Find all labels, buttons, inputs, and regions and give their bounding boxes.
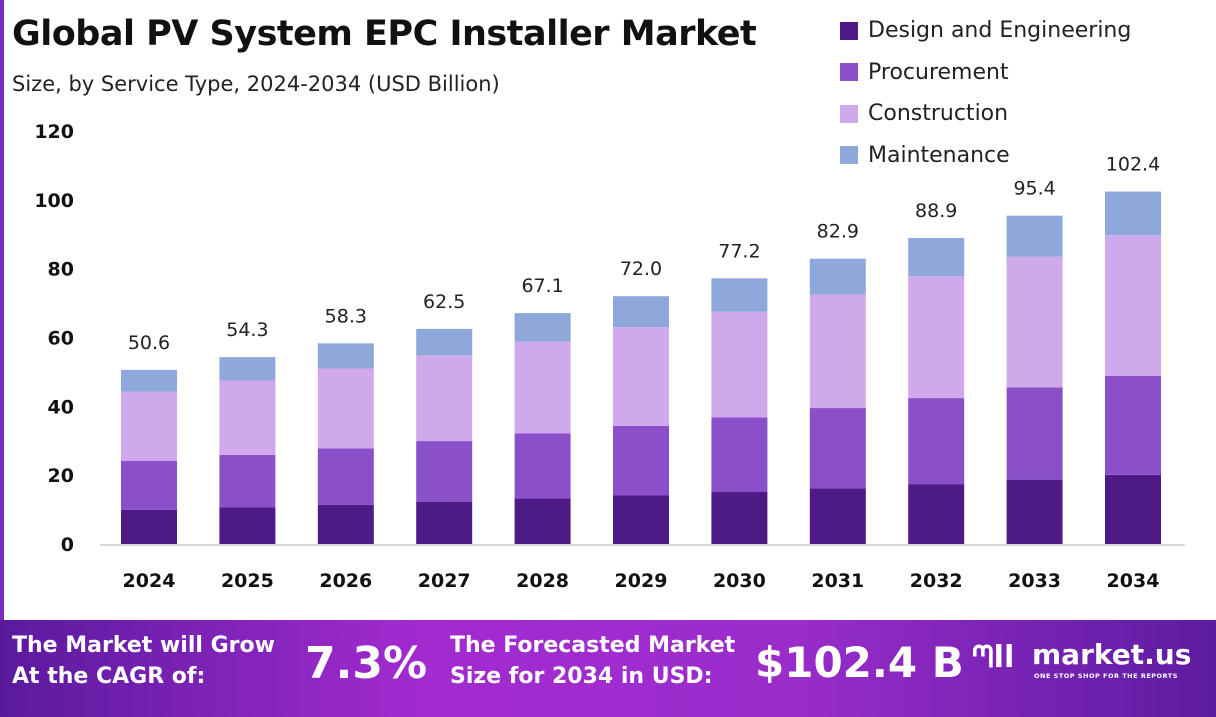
y-tick-label: 120 — [34, 121, 74, 143]
bar-segment-construction — [613, 327, 669, 426]
bar-segment-procurement — [1006, 387, 1063, 480]
x-tick-label: 2034 — [1107, 570, 1160, 592]
bar-segment-construction — [514, 341, 571, 434]
bar-total-label: 77.2 — [718, 240, 760, 262]
legend-label: Maintenance — [868, 142, 1010, 168]
bar-total-label: 58.3 — [325, 305, 367, 327]
legend-label: Construction — [868, 101, 1009, 127]
bar-total-label: 82.9 — [817, 221, 859, 243]
y-tick-label: 100 — [34, 190, 74, 212]
y-tick-label: 40 — [48, 396, 74, 418]
bar-segment-maintenance — [121, 369, 177, 392]
x-tick-label: 2024 — [123, 570, 176, 592]
bar-segment-maintenance — [1006, 215, 1063, 257]
legend-label: Procurement — [868, 59, 1009, 85]
legend-item-maintenance: Maintenance — [840, 135, 1131, 177]
bar-segment-construction — [908, 276, 965, 399]
bar-segment-construction — [1105, 235, 1161, 376]
bar-segment-design-and-engineering — [121, 509, 177, 544]
bar-segment-procurement — [613, 425, 669, 496]
bar-segment-maintenance — [1105, 191, 1161, 236]
bar-segment-procurement — [711, 417, 768, 493]
legend-label: Design and Engineering — [868, 18, 1132, 44]
brand-name: market.us — [1032, 638, 1192, 671]
forecast-label-line1: The Forecasted Market — [450, 633, 736, 658]
bar-segment-construction — [1006, 256, 1063, 388]
x-tick-label: 2032 — [910, 570, 963, 592]
bar-segment-procurement — [514, 433, 571, 499]
bar-segment-procurement — [121, 460, 177, 510]
x-tick-label: 2025 — [221, 570, 274, 592]
bar-segment-construction — [121, 391, 177, 461]
y-tick-label: 60 — [48, 328, 74, 350]
y-tick-label: 0 — [61, 534, 74, 556]
forecast-label-line2: Size for 2034 in USD: — [450, 664, 713, 689]
bar-segment-construction — [317, 368, 374, 449]
bar-segment-procurement — [416, 441, 473, 502]
bar-segment-construction — [711, 311, 768, 418]
bar-segment-design-and-engineering — [711, 492, 768, 544]
bar-segment-maintenance — [317, 343, 374, 369]
bar-segment-construction — [416, 355, 473, 442]
bar-segment-design-and-engineering — [514, 498, 571, 544]
bar-total-label: 50.6 — [128, 332, 170, 354]
x-tick-label: 2028 — [516, 570, 569, 592]
y-tick-label: 20 — [48, 465, 74, 487]
legend-item-procurement: Procurement — [840, 52, 1131, 94]
bar-total-label: 95.4 — [1013, 178, 1055, 200]
bar-segment-maintenance — [711, 278, 768, 312]
bar-segment-maintenance — [908, 238, 965, 277]
forecast-value: $102.4 B — [755, 638, 964, 687]
bar-segment-maintenance — [613, 296, 669, 328]
bar-segment-procurement — [809, 408, 866, 489]
legend: Design and Engineering Procurement Const… — [840, 10, 1131, 176]
bar-total-label: 67.1 — [521, 275, 563, 297]
forecast-label: The Forecasted Market Size for 2034 in U… — [450, 630, 735, 692]
x-tick-label: 2026 — [319, 570, 372, 592]
bar-segment-design-and-engineering — [613, 495, 669, 544]
bar-segment-design-and-engineering — [809, 488, 866, 544]
x-tick-label: 2030 — [713, 570, 766, 592]
brand-tagline: ONE STOP SHOP FOR THE REPORTS — [1034, 672, 1178, 680]
bar-total-label: 54.3 — [226, 319, 268, 341]
cagr-label-line2: At the CAGR of: — [12, 664, 206, 689]
cagr-value: 7.3% — [305, 638, 428, 689]
bar-segment-procurement — [317, 448, 374, 505]
footer-banner: The Market will Grow At the CAGR of: 7.3… — [0, 620, 1216, 717]
bar-total-label: 102.4 — [1106, 154, 1160, 176]
chart-title: Global PV System EPC Installer Market — [12, 14, 757, 54]
chart-subtitle: Size, by Service Type, 2024-2034 (USD Bi… — [12, 72, 500, 96]
cagr-label: The Market will Grow At the CAGR of: — [12, 630, 275, 692]
left-accent-border — [0, 0, 4, 620]
bar-segment-maintenance — [416, 328, 473, 356]
bar-segment-design-and-engineering — [416, 501, 473, 544]
bar-segment-design-and-engineering — [317, 504, 374, 544]
legend-item-construction: Construction — [840, 93, 1131, 135]
bar-segment-construction — [809, 294, 866, 409]
bar-segment-design-and-engineering — [908, 484, 965, 544]
x-tick-label: 2033 — [1008, 570, 1061, 592]
bar-segment-procurement — [219, 454, 276, 508]
cagr-label-line1: The Market will Grow — [12, 633, 275, 658]
bar-segment-procurement — [908, 398, 965, 485]
bar-segment-procurement — [1105, 375, 1161, 475]
x-tick-label: 2029 — [615, 570, 668, 592]
bar-segment-maintenance — [514, 313, 571, 342]
x-tick-label: 2027 — [418, 570, 471, 592]
bar-total-label: 88.9 — [915, 200, 957, 222]
bar-total-label: 62.5 — [423, 291, 465, 313]
x-tick-label: 2031 — [811, 570, 864, 592]
y-tick-label: 80 — [48, 259, 74, 281]
bar-total-label: 72.0 — [620, 258, 662, 280]
legend-item-design: Design and Engineering — [840, 10, 1131, 52]
brand-logo-icon: ᘉll — [972, 640, 1015, 675]
bar-segment-construction — [219, 380, 276, 455]
bar-segment-design-and-engineering — [1006, 479, 1063, 544]
bar-segment-design-and-engineering — [1105, 474, 1161, 544]
bar-segment-maintenance — [809, 258, 866, 295]
bar-segment-design-and-engineering — [219, 507, 276, 544]
bar-segment-maintenance — [219, 357, 276, 381]
stacked-bar-chart: 0 20 40 60 80 100 120 50.6 2024 54.3 2025 58.3 2026 6… — [34, 121, 1185, 592]
